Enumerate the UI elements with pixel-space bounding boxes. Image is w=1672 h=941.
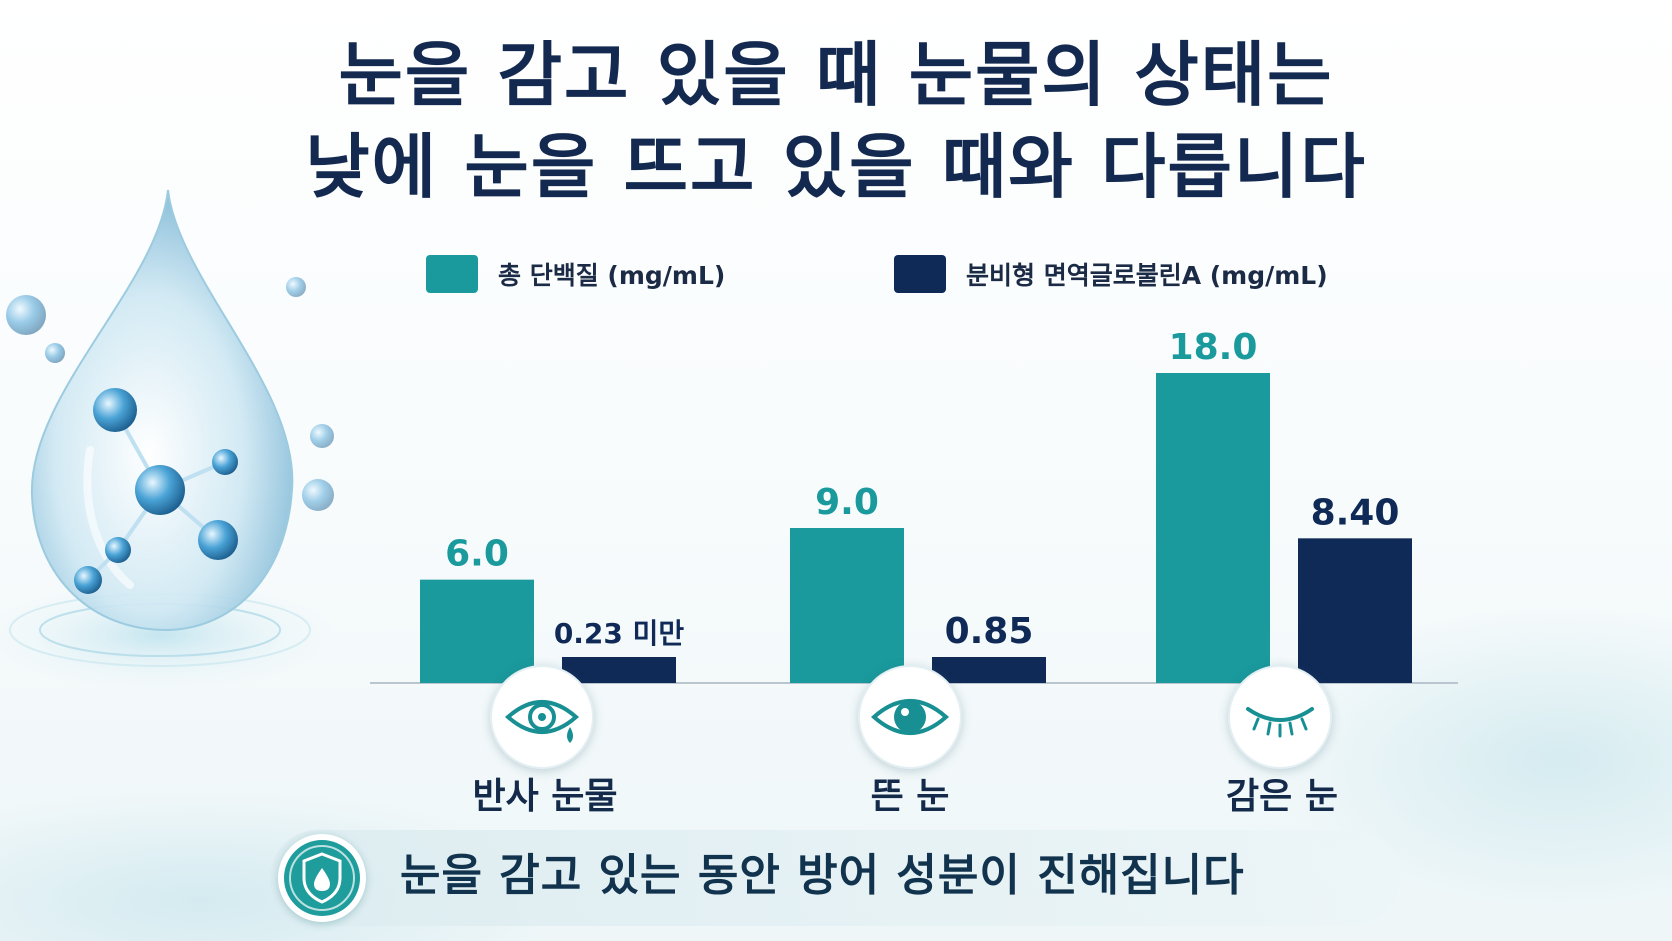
bar-siga-1 bbox=[932, 657, 1046, 683]
data-label-total-protein-2: 18.0 bbox=[1169, 327, 1258, 368]
data-label-total-protein-0: 6.0 bbox=[445, 534, 509, 575]
open-eye-icon bbox=[858, 665, 962, 769]
data-label-siga-2: 8.40 bbox=[1311, 492, 1400, 533]
closed-eye-icon bbox=[1228, 665, 1332, 769]
bar-siga-2 bbox=[1298, 538, 1412, 683]
title-line-1: 눈을 감고 있을 때 눈물의 상태는 bbox=[338, 34, 1334, 116]
category-label-2: 감은 눈 bbox=[1226, 776, 1338, 817]
bar-siga-0 bbox=[562, 657, 676, 683]
teary-eye-icon bbox=[490, 665, 594, 769]
shield-drop-icon bbox=[278, 834, 366, 922]
data-label-siga-0: 0.23 미만 bbox=[554, 617, 685, 650]
data-label-total-protein-1: 9.0 bbox=[815, 482, 879, 523]
data-label-siga-1: 0.85 bbox=[945, 611, 1034, 652]
legend-item-siga: 분비형 면역글로불린A (mg/mL) bbox=[894, 254, 1328, 294]
legend-item-total-protein: 총 단백질 (mg/mL) bbox=[426, 254, 725, 294]
title-line-2: 낮에 눈을 뜨고 있을 때와 다릅니다 bbox=[305, 126, 1367, 208]
legend-swatch-siga bbox=[894, 255, 946, 293]
legend-label-total-protein: 총 단백질 (mg/mL) bbox=[498, 261, 726, 290]
banner-text: 눈을 감고 있는 동안 방어 성분이 진해집니다 bbox=[400, 850, 1245, 901]
category-label-1: 뜬 눈 bbox=[871, 776, 950, 817]
legend-label-siga: 분비형 면역글로불린A (mg/mL) bbox=[966, 261, 1328, 290]
bar-total-protein-0 bbox=[420, 579, 534, 683]
category-label-0: 반사 눈물 bbox=[472, 776, 617, 817]
water-drop-illustration bbox=[0, 190, 335, 690]
bar-total-protein-1 bbox=[790, 528, 904, 683]
summary-banner bbox=[270, 830, 1400, 926]
legend-swatch-total-protein bbox=[426, 255, 478, 293]
bar-total-protein-2 bbox=[1156, 373, 1270, 683]
